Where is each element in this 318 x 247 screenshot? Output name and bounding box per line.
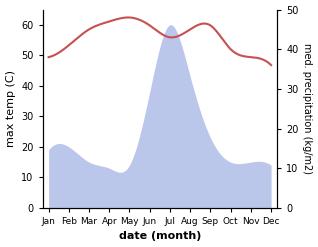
X-axis label: date (month): date (month) — [119, 231, 201, 242]
Y-axis label: med. precipitation (kg/m2): med. precipitation (kg/m2) — [302, 43, 313, 174]
Y-axis label: max temp (C): max temp (C) — [5, 70, 16, 147]
